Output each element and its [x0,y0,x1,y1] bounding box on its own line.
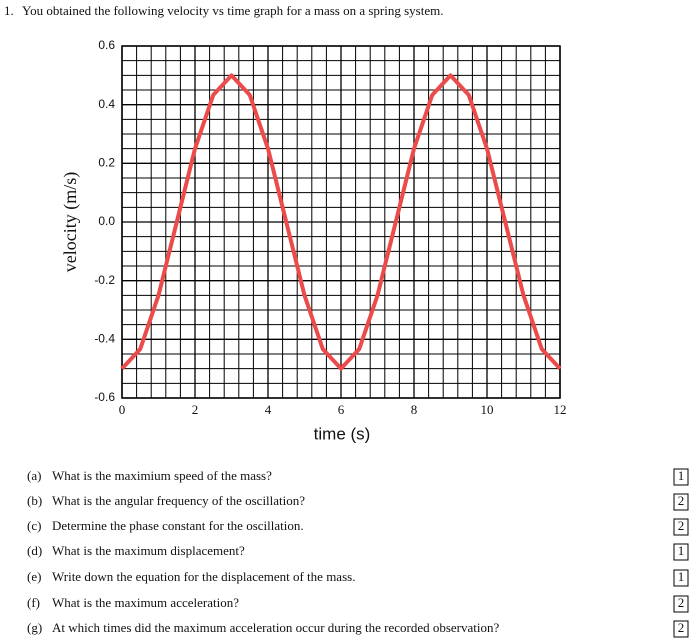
points: 2 [678,518,685,533]
points-box [673,543,689,561]
points: 2 [678,493,685,508]
part-text: Write down the equation for the displace… [52,569,355,584]
part-label: (a) [27,468,41,483]
points-box [673,595,689,613]
points: 2 [678,595,685,610]
points-box [673,620,689,638]
points: 1 [678,569,685,584]
part-text: What is the maximum acceleration? [52,595,239,610]
y-axis-label: velocity (m/s) [60,172,81,272]
y-tick-label: 0.2 [98,156,115,170]
part-label: (g) [27,620,42,635]
part-label: (b) [27,493,42,508]
x-tick-label: 8 [411,402,418,417]
part-text: At which times did the maximum accelerat… [52,620,499,635]
x-tick-label: 0 [119,402,126,417]
x-tick-label: 2 [192,402,199,417]
velocity-curve [120,73,562,371]
plot-frame [121,45,561,399]
x-axis-label: time (s) [314,424,371,443]
y-tick-label: 0.0 [98,214,115,228]
points-box [673,518,689,536]
part-label: (f) [27,595,40,610]
points-box [673,493,689,511]
part-label: (c) [27,518,41,533]
part-text: Determine the phase constant for the osc… [52,518,304,533]
points-box [673,569,689,587]
points-box [673,468,689,486]
y-tick-label: 0.4 [98,97,115,111]
question-text: You obtained the following velocity vs t… [22,3,443,18]
part-text: What is the angular frequency of the osc… [52,493,305,508]
points: 1 [678,543,685,558]
part-label: (e) [27,569,41,584]
x-tick-label: 6 [338,402,345,417]
x-tick-label: 4 [265,402,272,417]
part-text: What is the maximium speed of the mass? [52,468,272,483]
y-tick-label: -0.4 [94,332,115,346]
part-label: (d) [27,543,42,558]
x-tick-label: 10 [481,402,494,417]
y-tick-label: -0.6 [94,390,115,404]
y-tick-label: -0.2 [94,273,115,287]
y-tick-label: 0.6 [98,38,115,52]
points: 1 [678,468,685,483]
x-tick-label: 12 [554,402,567,417]
part-text: What is the maximum displacement? [52,543,245,558]
question-number: 1. [4,3,14,18]
points: 2 [678,620,685,635]
